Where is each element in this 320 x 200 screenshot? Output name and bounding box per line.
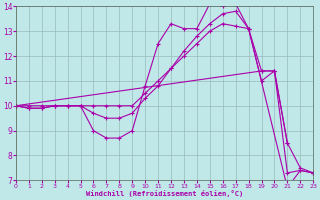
X-axis label: Windchill (Refroidissement éolien,°C): Windchill (Refroidissement éolien,°C) [86,190,243,197]
